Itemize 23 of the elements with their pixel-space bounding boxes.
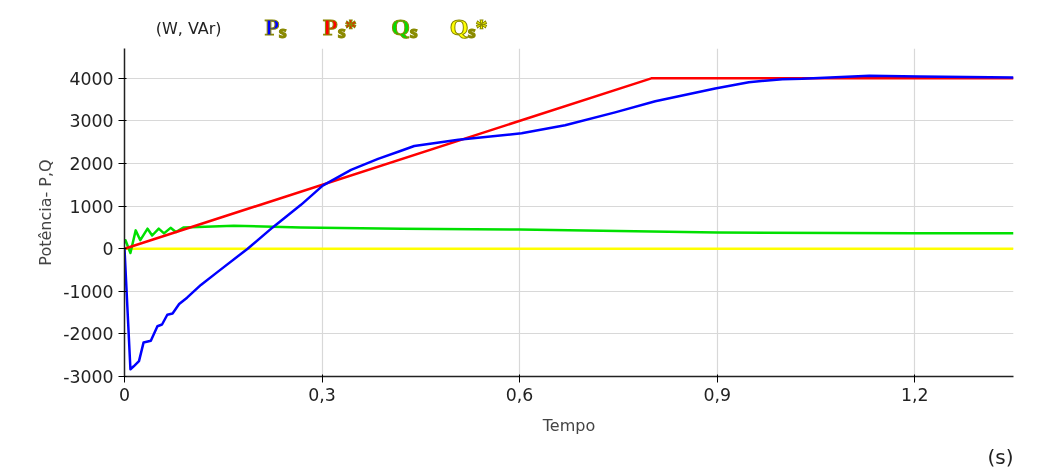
y-tick-label: -1000 <box>63 281 114 302</box>
text: Pₛ <box>264 13 288 40</box>
text: (W, VAr) <box>155 19 222 38</box>
y-tick-label: 3000 <box>69 111 114 132</box>
y-tick-label: 0 <box>102 239 114 260</box>
text: (s) <box>987 444 1014 469</box>
x-axis-title: Tempo <box>541 415 596 435</box>
x-tick-label: 0 <box>118 384 131 405</box>
y-tick-label: -2000 <box>63 324 114 345</box>
text: Pₛ* <box>323 13 357 40</box>
x-tick-label: 0,6 <box>505 384 534 405</box>
y-tick-label: 2000 <box>69 154 114 175</box>
y-tick-label: -3000 <box>63 367 114 387</box>
y-tick-label: 4000 <box>69 68 114 89</box>
text: Qₛ <box>391 13 419 40</box>
y-tick-label: 1000 <box>69 196 114 217</box>
line-series <box>124 74 1014 371</box>
y-axis-title: Potência- P,Q <box>36 159 56 266</box>
x-tick-label: 0,9 <box>703 384 731 405</box>
text: Qₛ* <box>449 13 488 40</box>
x-tick-label: 0,3 <box>308 384 336 405</box>
x-tick-label: 1,2 <box>900 384 929 405</box>
line-series <box>124 224 1014 255</box>
